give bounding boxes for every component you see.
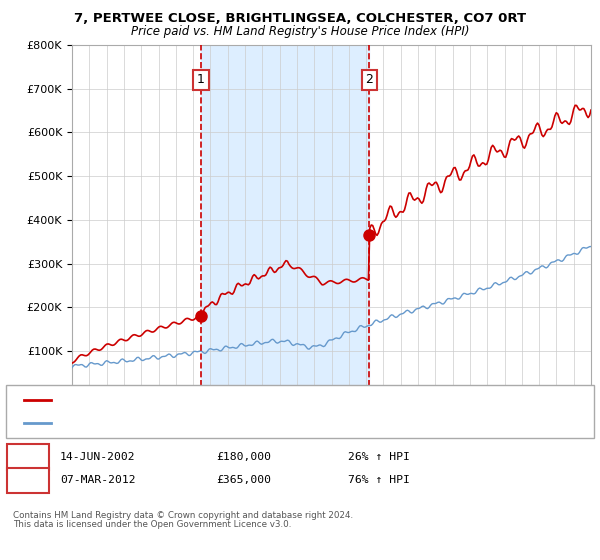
- Text: 2: 2: [25, 474, 32, 487]
- Text: Price paid vs. HM Land Registry's House Price Index (HPI): Price paid vs. HM Land Registry's House …: [131, 25, 469, 38]
- Bar: [201, 45, 369, 395]
- Text: 7, PERTWEE CLOSE, BRIGHTLINGSEA, COLCHESTER, CO7 0RT: 7, PERTWEE CLOSE, BRIGHTLINGSEA, COLCHES…: [74, 12, 526, 25]
- Text: 2: 2: [365, 73, 373, 86]
- Text: This data is licensed under the Open Government Licence v3.0.: This data is licensed under the Open Gov…: [13, 520, 292, 529]
- Text: 76% ↑ HPI: 76% ↑ HPI: [348, 475, 410, 486]
- Text: Contains HM Land Registry data © Crown copyright and database right 2024.: Contains HM Land Registry data © Crown c…: [13, 511, 353, 520]
- Text: HPI: Average price, detached house, Tendring: HPI: Average price, detached house, Tend…: [55, 418, 283, 428]
- Text: 1: 1: [197, 73, 205, 86]
- Text: 14-JUN-2002: 14-JUN-2002: [60, 452, 136, 462]
- Text: 07-MAR-2012: 07-MAR-2012: [60, 475, 136, 486]
- Text: 7, PERTWEE CLOSE, BRIGHTLINGSEA, COLCHESTER, CO7 0RT (detached house): 7, PERTWEE CLOSE, BRIGHTLINGSEA, COLCHES…: [55, 395, 449, 405]
- Text: 26% ↑ HPI: 26% ↑ HPI: [348, 452, 410, 462]
- Text: £180,000: £180,000: [216, 452, 271, 462]
- Text: £365,000: £365,000: [216, 475, 271, 486]
- Text: 1: 1: [25, 450, 32, 464]
